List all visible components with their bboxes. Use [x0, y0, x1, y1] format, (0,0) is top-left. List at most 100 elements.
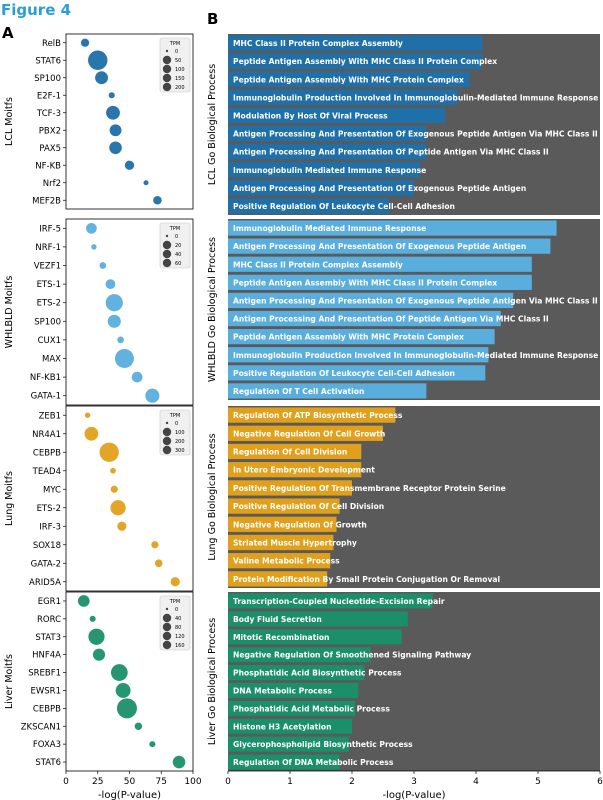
go-term-label: Glycerophospholipid Biosynthetic Process — [233, 740, 413, 749]
go-term-bar — [228, 553, 331, 569]
go-term-bar — [228, 365, 486, 381]
go-term-bar — [228, 534, 334, 551]
motif-dot — [114, 349, 134, 368]
motif-label: EGR1 — [38, 597, 61, 607]
go-term-bar — [228, 107, 445, 124]
go-term-label: Positive Regulation Of Cell Division — [233, 502, 384, 511]
group-ylabel: Liver Moitfs — [4, 654, 15, 709]
size-legend-dot — [162, 249, 172, 259]
size-legend-title: TPM — [169, 413, 180, 419]
x-tick-label: 75 — [156, 777, 167, 787]
go-term-label: Modulation By Host Of Viral Process — [233, 111, 388, 120]
go-term-label: Body Fluid Secretion — [233, 615, 322, 624]
size-legend-value: 0 — [175, 421, 178, 427]
motif-dot — [149, 741, 156, 748]
go-term-label: Peptide Antigen Assembly With MHC Protei… — [233, 333, 464, 342]
motif-dot — [99, 442, 119, 462]
panel-a-dot-plots: RelB STAT6 SP100 E2F-1 TCF-3 PBX2 PAX5 NF-KB Nrf… — [4, 33, 202, 800]
size-legend-dot — [162, 427, 172, 437]
go-term-label: Peptide Antigen Assembly With MHC Class … — [233, 57, 497, 66]
motif-dot — [91, 244, 97, 250]
go-term-bar — [228, 329, 495, 345]
motif-dot — [110, 500, 126, 516]
motif-label: NF-KB — [35, 161, 61, 171]
go-term-label: Phosphatidic Acid Metabolic Process — [233, 704, 390, 713]
go-term-bar — [228, 629, 402, 645]
motif-dot — [92, 648, 106, 661]
motif-label: SP100 — [34, 317, 61, 327]
go-term-bar — [228, 700, 356, 716]
go-term-bar — [228, 71, 470, 87]
motif-dot — [115, 683, 131, 698]
group-ylabel: LCL Moitfs — [4, 97, 15, 146]
motif-label: SOX18 — [33, 541, 61, 551]
go-term-label: Negative Regulation Of Cell Growth — [233, 429, 385, 438]
motif-label: E2F-1 — [37, 91, 61, 101]
motif-label: FOXA3 — [33, 740, 61, 750]
go-term-label: Antigen Processing And Presentation Of E… — [233, 184, 526, 193]
motif-label: STAT3 — [35, 633, 61, 643]
x-tick-label: 0 — [225, 777, 231, 787]
go-term-bar — [228, 443, 362, 460]
go-term-bar — [228, 516, 337, 532]
motif-label: ETS-1 — [37, 280, 61, 290]
go-term-bar — [228, 462, 362, 478]
motif-label: TEAD4 — [32, 467, 61, 477]
go-term-label: Antigen Processing And Presentation Of P… — [233, 148, 549, 157]
motif-dot — [153, 195, 162, 205]
motif-dot — [99, 262, 107, 269]
motif-label: ARID5A — [29, 578, 61, 588]
go-term-bar — [228, 480, 352, 496]
motif-dot — [154, 559, 163, 568]
motif-label: MEF2B — [32, 196, 61, 206]
size-legend-dot — [162, 55, 172, 65]
motif-dot — [110, 467, 116, 474]
motif-dot — [145, 388, 160, 403]
go-term-label: Immunoglobulin Mediated Immune Response — [233, 224, 426, 233]
go-term-label: Antigen Processing And Presentation Of E… — [233, 130, 598, 139]
motif-label: RORC — [37, 615, 61, 625]
go-term-label: Phosphatidic Acid Biosynthetic Process — [233, 669, 402, 678]
go-term-label: Striated Muscle Hypertrophy — [233, 539, 357, 548]
motif-dot — [77, 595, 90, 607]
go-term-label: Transcription-Coupled Nucleotide-Excisio… — [233, 597, 445, 606]
size-legend-dot — [162, 240, 172, 250]
size-legend-title: TPM — [169, 226, 180, 232]
motif-dot — [110, 664, 128, 681]
motif-label: CUX1 — [38, 336, 61, 346]
motif-label: GATA-2 — [31, 559, 61, 569]
go-term-label: Peptide Antigen Assembly With MHC Class … — [233, 278, 497, 287]
go-term-bar — [228, 425, 383, 441]
motif-label: ETS-2 — [37, 299, 61, 309]
size-legend-value: 80 — [175, 625, 181, 631]
motif-label: CEBPB — [33, 448, 61, 458]
motif-dot — [143, 180, 149, 186]
go-term-bar — [228, 571, 328, 587]
motif-dot — [170, 577, 180, 587]
motif-dot — [86, 222, 97, 234]
group-ylabel: Liver Go Biological Process — [207, 618, 218, 745]
group-ylabel: Lung Moitfs — [4, 471, 15, 526]
go-term-label: Immunoglobulin Production Involved In Im… — [233, 351, 598, 360]
size-legend-value: 0 — [175, 234, 178, 240]
go-term-label: MHC Class II Protein Complex Assembly — [233, 260, 403, 269]
motif-label: MYC — [43, 485, 61, 495]
motif-dot — [117, 336, 124, 344]
size-legend-value: 300 — [175, 448, 185, 454]
motif-label: NR4A1 — [32, 430, 61, 440]
motif-dot — [109, 124, 122, 137]
size-legend-value: 200 — [175, 439, 185, 445]
motif-dot — [109, 141, 122, 155]
motif-label: STAT6 — [35, 56, 61, 66]
size-legend-value: 120 — [175, 634, 185, 640]
motif-label: SREBF1 — [28, 669, 61, 679]
go-term-label: Positive Regulation Of Leukocyte Cell-Ce… — [233, 369, 455, 378]
group-ylabel: Lung Go Biological Process — [207, 433, 218, 560]
go-term-label: Antigen Processing And Presentation Of E… — [233, 296, 598, 305]
figure-title: Figure 4 — [1, 1, 71, 19]
go-term-label: Negative Regulation Of Smoothened Signal… — [233, 651, 471, 660]
size-legend-value: 150 — [175, 76, 185, 82]
motif-label: Nrf2 — [43, 179, 61, 189]
go-term-bar — [228, 718, 352, 734]
